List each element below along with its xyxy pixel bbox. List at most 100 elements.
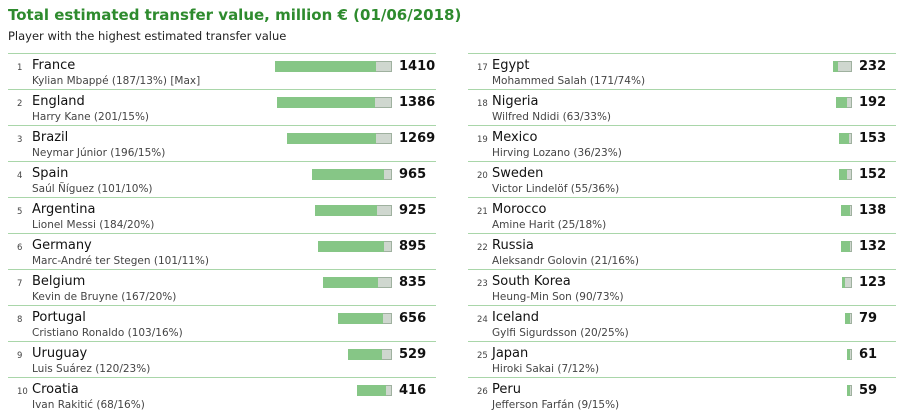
country-label: Nigeria <box>492 94 539 109</box>
country-label: Mexico <box>492 130 538 145</box>
chart-subtitle: Player with the highest estimated transf… <box>8 29 287 43</box>
country-label: Peru <box>492 382 521 397</box>
ranking-column-left: 1 France Kylian Mbappé (187/13%) [Max] 1410… <box>8 53 436 413</box>
bar-segment-rest <box>845 313 850 324</box>
bar-segment-rest <box>842 277 845 288</box>
value-label: 232 <box>859 59 887 74</box>
rank-label: 1 <box>17 63 23 73</box>
rank-label: 23 <box>477 279 488 289</box>
country-label: Uruguay <box>32 346 88 361</box>
bar-segment-rest <box>318 241 384 252</box>
table-row: 22 Russia Aleksandr Golovin (21/16%) 132 <box>468 233 896 269</box>
bar-segment-rest <box>277 97 375 108</box>
value-label: 123 <box>859 275 887 290</box>
value-bar <box>318 241 392 252</box>
bar-segment-rest <box>287 133 376 144</box>
bar-segment-rest <box>357 385 386 396</box>
bar-segment-rest <box>847 349 850 360</box>
value-bar <box>348 349 392 360</box>
player-label: Gylfi Sigurdsson (20/25%) <box>492 327 629 339</box>
table-row: 18 Nigeria Wilfred Ndidi (63/33%) 192 <box>468 89 896 125</box>
table-row: 26 Peru Jefferson Farfán (9/15%) 59 <box>468 377 896 413</box>
country-label: Japan <box>492 346 529 361</box>
player-label: Kevin de Bruyne (167/20%) <box>32 291 177 303</box>
value-label: 895 <box>399 239 427 254</box>
rank-label: 5 <box>17 207 23 217</box>
value-bar <box>338 313 392 324</box>
bar-segment-rest <box>839 133 849 144</box>
country-label: Russia <box>492 238 534 253</box>
value-bar <box>836 97 852 108</box>
country-label: Sweden <box>492 166 544 181</box>
rank-label: 7 <box>17 279 23 289</box>
rank-label: 9 <box>17 351 23 361</box>
value-bar <box>833 61 852 72</box>
table-row: 19 Mexico Hirving Lozano (36/23%) 153 <box>468 125 896 161</box>
player-label: Aleksandr Golovin (21/16%) <box>492 255 639 267</box>
player-label: Cristiano Ronaldo (103/16%) <box>32 327 183 339</box>
player-label: Ivan Rakitić (68/16%) <box>32 399 145 411</box>
player-label: Saúl Ñíguez (101/10%) <box>32 183 153 195</box>
country-label: Croatia <box>32 382 79 397</box>
value-label: 656 <box>399 311 427 326</box>
value-label: 79 <box>859 311 878 326</box>
rank-label: 2 <box>17 99 23 109</box>
country-label: Spain <box>32 166 69 181</box>
country-label: Belgium <box>32 274 86 289</box>
table-row: 10 Croatia Ivan Rakitić (68/16%) 416 <box>8 377 436 413</box>
bar-segment-rest <box>315 205 377 216</box>
bar-segment-rest <box>833 61 838 72</box>
value-bar <box>845 313 852 324</box>
table-row: 4 Spain Saúl Ñíguez (101/10%) 965 <box>8 161 436 197</box>
value-label: 835 <box>399 275 427 290</box>
rank-label: 8 <box>17 315 23 325</box>
value-label: 153 <box>859 131 887 146</box>
value-label: 965 <box>399 167 427 182</box>
player-label: Mohammed Salah (171/74%) <box>492 75 646 87</box>
rank-label: 25 <box>477 351 488 361</box>
value-label: 61 <box>859 347 878 362</box>
value-label: 138 <box>859 203 887 218</box>
player-label: Hiroki Sakai (7/12%) <box>492 363 600 375</box>
player-label: Kylian Mbappé (187/13%) [Max] <box>32 75 201 87</box>
bar-segment-rest <box>275 61 376 72</box>
country-label: Argentina <box>32 202 96 217</box>
value-label: 59 <box>859 383 878 398</box>
bar-segment-rest <box>348 349 382 360</box>
player-label: Heung-Min Son (90/73%) <box>492 291 624 303</box>
bar-segment-rest <box>841 241 850 252</box>
value-label: 1386 <box>399 95 436 110</box>
player-label: Jefferson Farfán (9/15%) <box>492 399 620 411</box>
value-bar <box>841 241 852 252</box>
table-row: 24 Iceland Gylfi Sigurdsson (20/25%) 79 <box>468 305 896 341</box>
value-bar <box>847 385 852 396</box>
country-label: Egypt <box>492 58 530 73</box>
value-bar <box>323 277 392 288</box>
table-row: 1 France Kylian Mbappé (187/13%) [Max] 1410 <box>8 53 436 89</box>
rank-label: 10 <box>17 387 28 397</box>
chart-title: Total estimated transfer value, million … <box>8 6 462 24</box>
player-label: Luis Suárez (120/23%) <box>32 363 151 375</box>
rank-label: 20 <box>477 171 488 181</box>
rank-label: 22 <box>477 243 488 253</box>
player-label: Harry Kane (201/15%) <box>32 111 150 123</box>
rank-label: 4 <box>17 171 23 181</box>
table-row: 6 Germany Marc-André ter Stegen (101/11%) 8… <box>8 233 436 269</box>
table-row: 23 South Korea Heung-Min Son (90/73%) 123 <box>468 269 896 305</box>
value-label: 1269 <box>399 131 436 146</box>
bar-segment-rest <box>338 313 383 324</box>
table-row: 3 Brazil Neymar Júnior (196/15%) 1269 <box>8 125 436 161</box>
bar-segment-rest <box>841 205 850 216</box>
country-label: Brazil <box>32 130 69 145</box>
value-bar <box>842 277 852 288</box>
country-label: Portugal <box>32 310 86 325</box>
table-row: 25 Japan Hiroki Sakai (7/12%) 61 <box>468 341 896 377</box>
value-bar <box>839 133 852 144</box>
value-label: 925 <box>399 203 427 218</box>
country-label: France <box>32 58 76 73</box>
bar-segment-rest <box>839 169 847 180</box>
bar-segment-rest <box>836 97 847 108</box>
table-row: 5 Argentina Lionel Messi (184/20%) 925 <box>8 197 436 233</box>
rank-label: 18 <box>477 99 488 109</box>
table-row: 7 Belgium Kevin de Bruyne (167/20%) 835 <box>8 269 436 305</box>
